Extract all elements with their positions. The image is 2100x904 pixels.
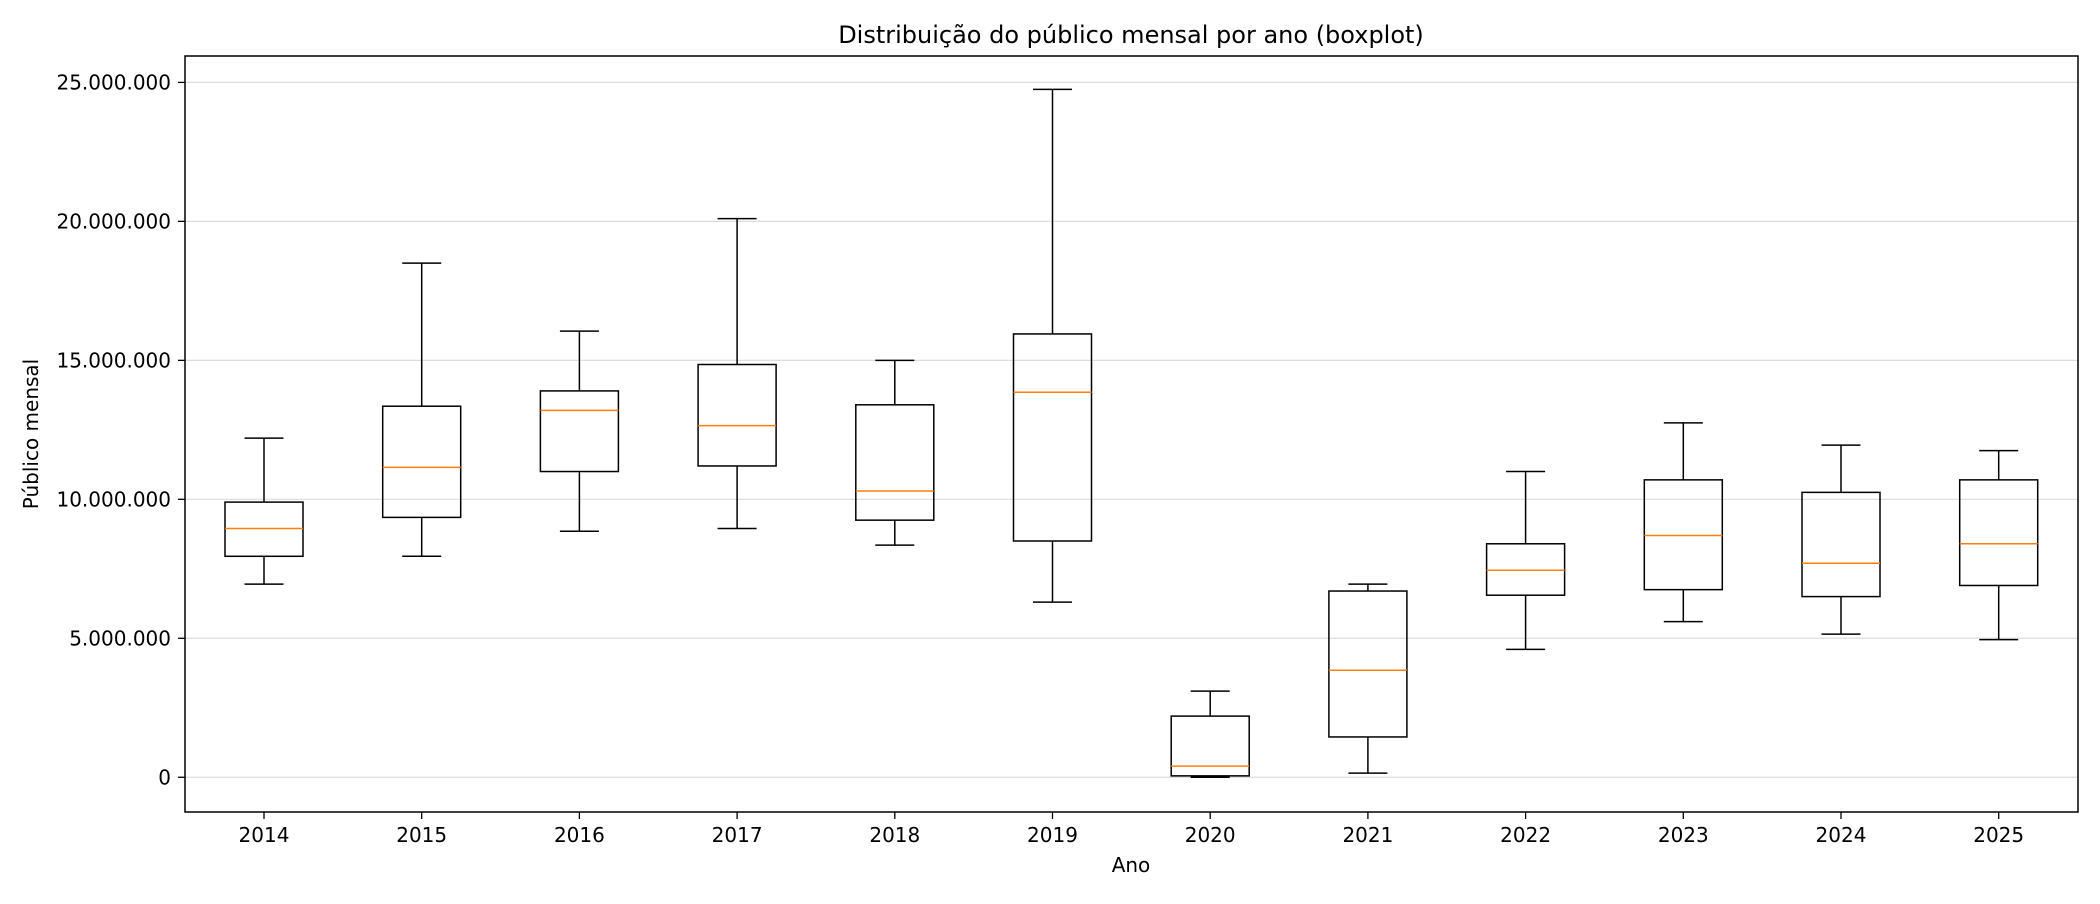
iqr-box (855, 404, 935, 521)
box-2017 (697, 217, 777, 530)
iqr-box (539, 390, 620, 473)
x-axis: 2014 2015 2016 2017 2018 2019 2020 2021 2022 2023… (239, 812, 2024, 847)
iqr-box (1958, 479, 2039, 587)
box-2018 (855, 359, 935, 546)
y-axis-title: Público mensal (19, 359, 43, 509)
box-2022 (1485, 470, 1566, 651)
y-tick-label: 20.000.000 (56, 209, 171, 233)
box-2015 (381, 262, 462, 558)
iqr-box (381, 405, 462, 519)
x-tick-label: 2022 (1500, 823, 1551, 847)
box-2020 (1170, 690, 1250, 779)
iqr-box (1328, 590, 1408, 738)
plot-area-frame (184, 55, 2079, 813)
box-2016 (539, 330, 620, 533)
x-tick-label: 2014 (239, 823, 290, 847)
y-tick-label: 10.000.000 (56, 487, 171, 511)
y-axis: 0 5.000.000 10.000.000 15.000.000 20.000.000… (56, 70, 185, 789)
box-2021 (1328, 583, 1408, 774)
gridlines (185, 81, 2078, 778)
y-tick-label: 25.000.000 (56, 70, 171, 94)
x-tick-label: 2025 (1973, 823, 2024, 847)
boxes (224, 88, 2039, 779)
y-tick-label: 0 (158, 765, 171, 789)
iqr-box (697, 363, 777, 467)
y-tick-label: 5.000.000 (69, 626, 171, 650)
chart-title: Distribuição do público mensal por ano (… (838, 21, 1424, 49)
y-tick-label: 15.000.000 (56, 348, 171, 372)
x-tick-label: 2024 (1816, 823, 1867, 847)
x-tick-label: 2021 (1342, 823, 1393, 847)
box-2023 (1643, 422, 1724, 623)
box-2025 (1958, 449, 2039, 641)
x-tick-label: 2019 (1027, 823, 1078, 847)
iqr-box (1801, 491, 1881, 598)
x-tick-label: 2015 (396, 823, 447, 847)
iqr-box (1170, 715, 1250, 777)
x-tick-label: 2016 (554, 823, 605, 847)
iqr-box (1012, 333, 1093, 542)
x-tick-label: 2018 (869, 823, 920, 847)
x-axis-title: Ano (1112, 853, 1151, 877)
box-2019 (1012, 88, 1093, 603)
x-tick-label: 2023 (1658, 823, 1709, 847)
x-tick-label: 2017 (712, 823, 763, 847)
box-2014 (224, 437, 304, 585)
box-2024 (1801, 444, 1881, 635)
x-tick-label: 2020 (1185, 823, 1236, 847)
